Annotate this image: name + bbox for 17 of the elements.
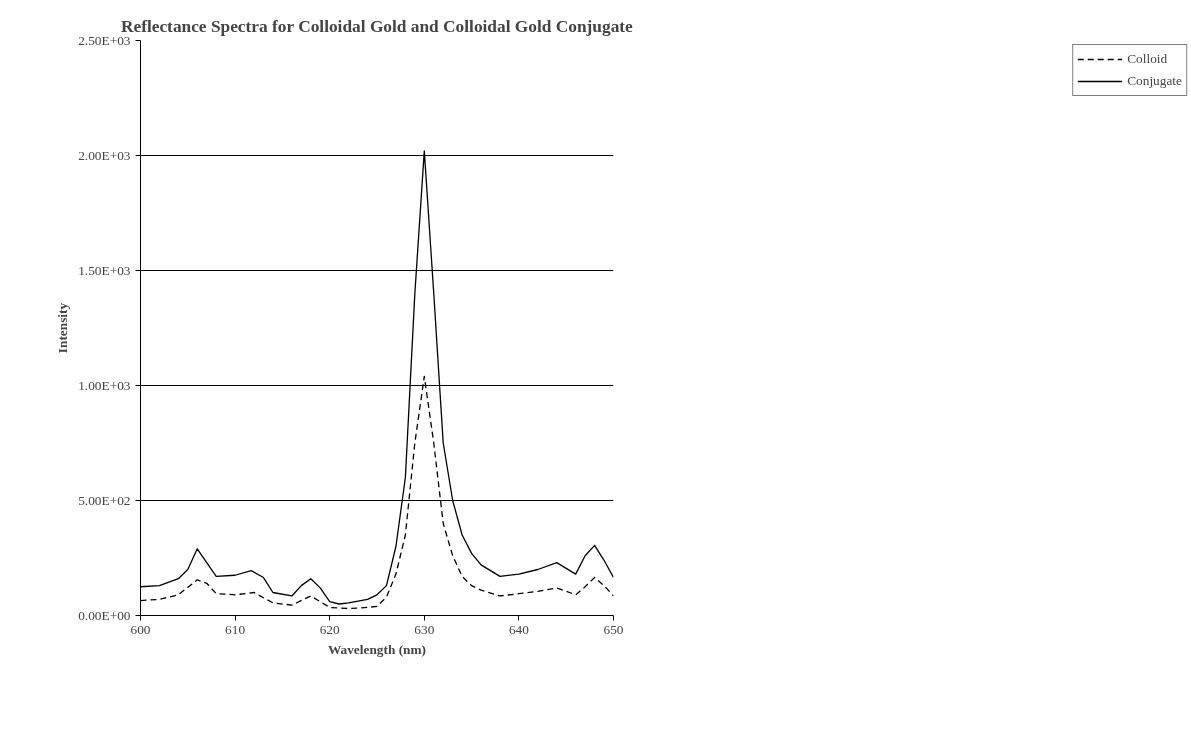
- legend-label: Colloid: [1127, 51, 1168, 67]
- y-tick-label: 0.00E+00: [78, 608, 131, 623]
- y-tick-label: 1.00E+03: [78, 378, 131, 393]
- x-tick-label: 600: [130, 621, 151, 637]
- y-tick-label: 1.50E+03: [78, 263, 131, 278]
- x-tick-label: 610: [225, 621, 246, 637]
- y-axis-title: Intensity: [55, 302, 71, 354]
- y-tick-label: 5.00E+02: [78, 493, 131, 508]
- y-tick-label: 2.00E+03: [78, 148, 131, 163]
- x-tick-label: 640: [508, 621, 530, 637]
- x-tick-label: 650: [603, 621, 624, 637]
- x-tick-label: 620: [319, 621, 341, 637]
- chart-title: Reflectance Spectra for Colloidal Gold and Colloidal Gold Conjugate: [120, 16, 634, 36]
- x-tick-label: 630: [414, 621, 435, 637]
- legend-label: Conjugate: [1127, 73, 1182, 89]
- y-tick-label: 2.50E+03: [78, 33, 131, 48]
- x-axis-title: Wavelength (nm): [327, 641, 427, 657]
